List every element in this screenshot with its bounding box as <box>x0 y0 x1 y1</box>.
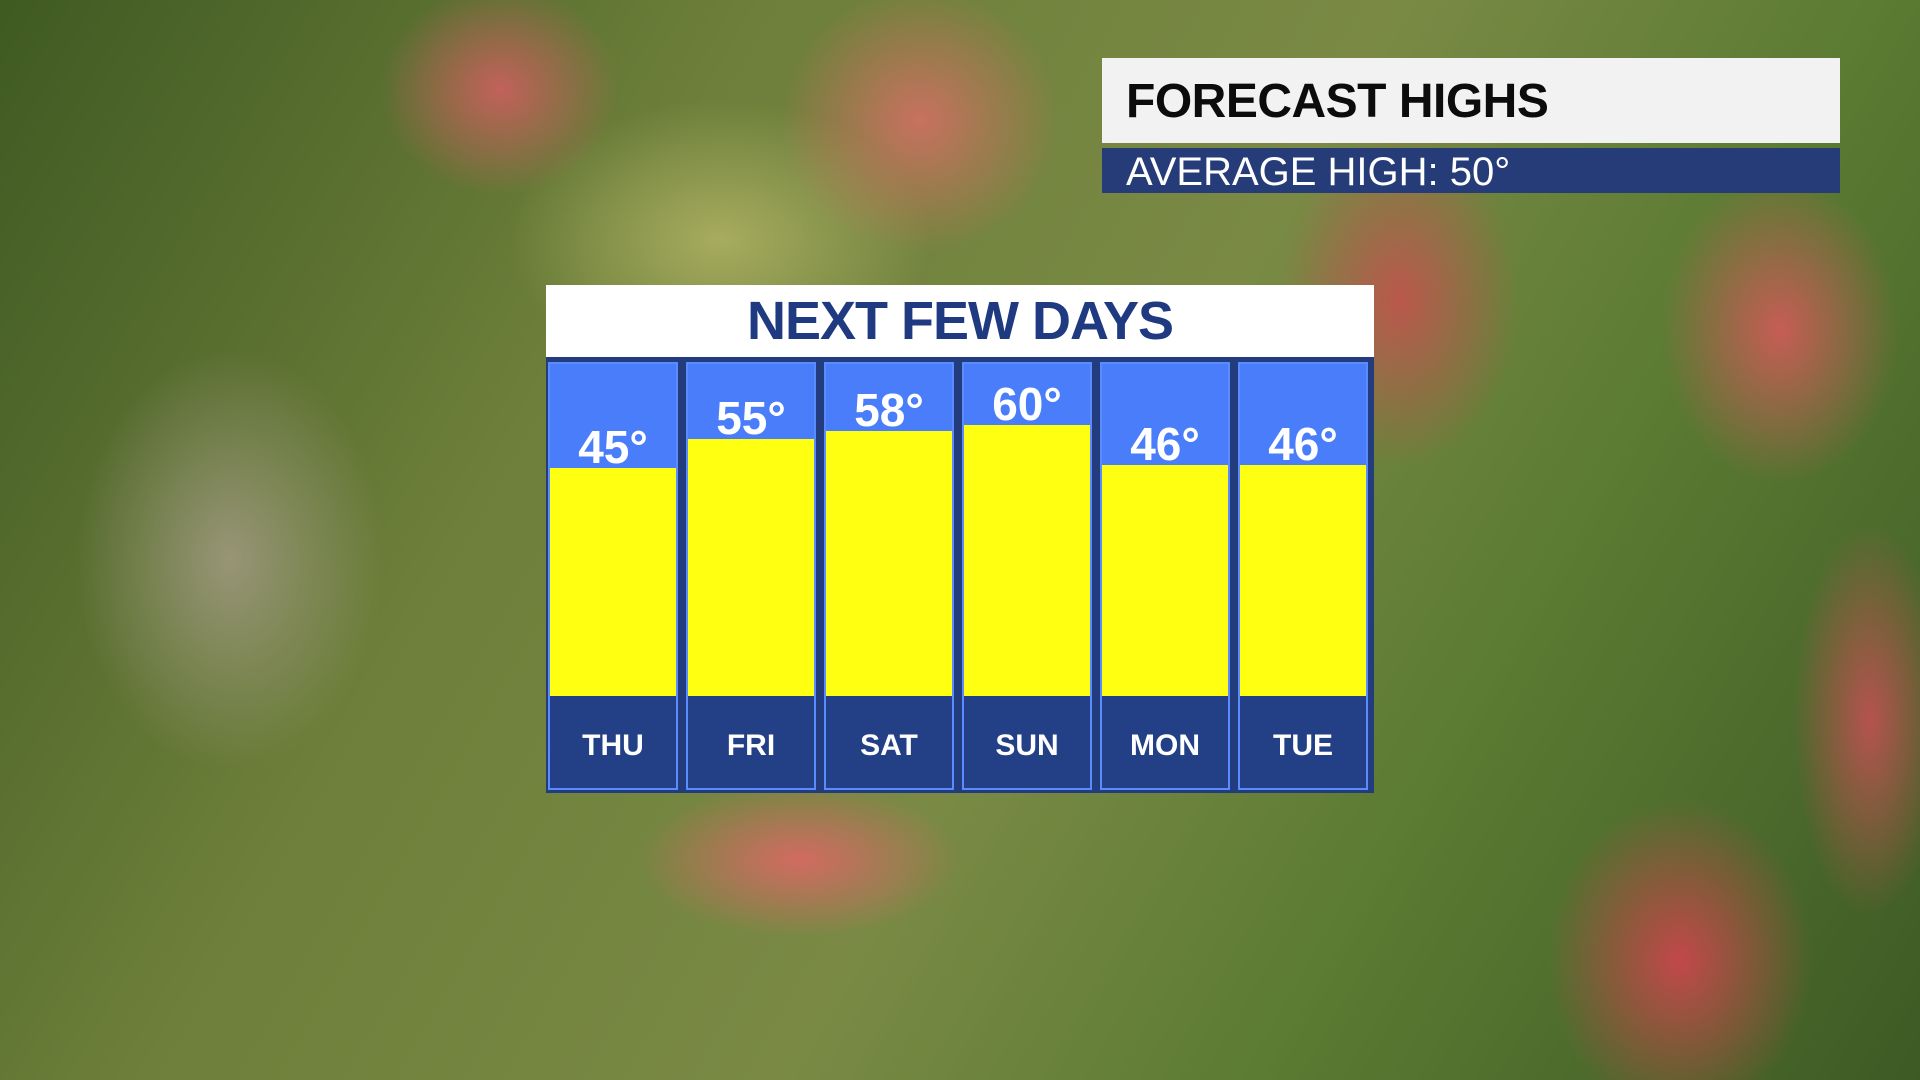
day-column: 46° MON <box>1100 362 1230 790</box>
temperature-bar <box>688 439 814 696</box>
day-column: 55° FRI <box>686 362 816 790</box>
temperature-bar <box>1102 465 1228 696</box>
temperature-label: 58° <box>854 383 924 436</box>
average-high-text: AVERAGE HIGH: 50° <box>1126 150 1511 194</box>
forecast-chart: NEXT FEW DAYS 45° THU 55° FRI 58° SAT 60° SUN 46… <box>546 285 1374 793</box>
average-high-banner: AVERAGE HIGH: 50° <box>1102 148 1840 194</box>
temperature-bar <box>1240 465 1366 696</box>
header-title: FORECAST HIGHS <box>1126 75 1549 128</box>
temperature-label: 46° <box>1130 418 1200 471</box>
day-label: TUE <box>1240 696 1366 788</box>
temperature-bar <box>826 430 952 696</box>
temperature-bar <box>964 425 1090 696</box>
chart-title: NEXT FEW DAYS <box>746 291 1174 351</box>
temperature-label: 60° <box>992 378 1062 430</box>
day-column: 60° SUN <box>962 362 1092 790</box>
day-label: SAT <box>826 696 952 788</box>
day-column: 46° TUE <box>1238 362 1368 790</box>
forecast-highs-header: FORECAST HIGHS <box>1102 58 1840 143</box>
day-label: MON <box>1102 696 1228 788</box>
day-column: 45° THU <box>548 362 678 790</box>
day-label: SUN <box>964 696 1090 788</box>
chart-title-bar: NEXT FEW DAYS <box>546 285 1374 357</box>
day-label: FRI <box>688 696 814 788</box>
temperature-label: 55° <box>716 392 786 445</box>
chart-body: 45° THU 55° FRI 58° SAT 60° SUN 46° MON 46° TUE <box>546 357 1374 793</box>
day-column: 58° SAT <box>824 362 954 790</box>
temperature-label: 46° <box>1268 418 1338 471</box>
temperature-label: 45° <box>578 421 648 473</box>
temperature-bar <box>550 468 676 696</box>
day-label: THU <box>550 696 676 788</box>
